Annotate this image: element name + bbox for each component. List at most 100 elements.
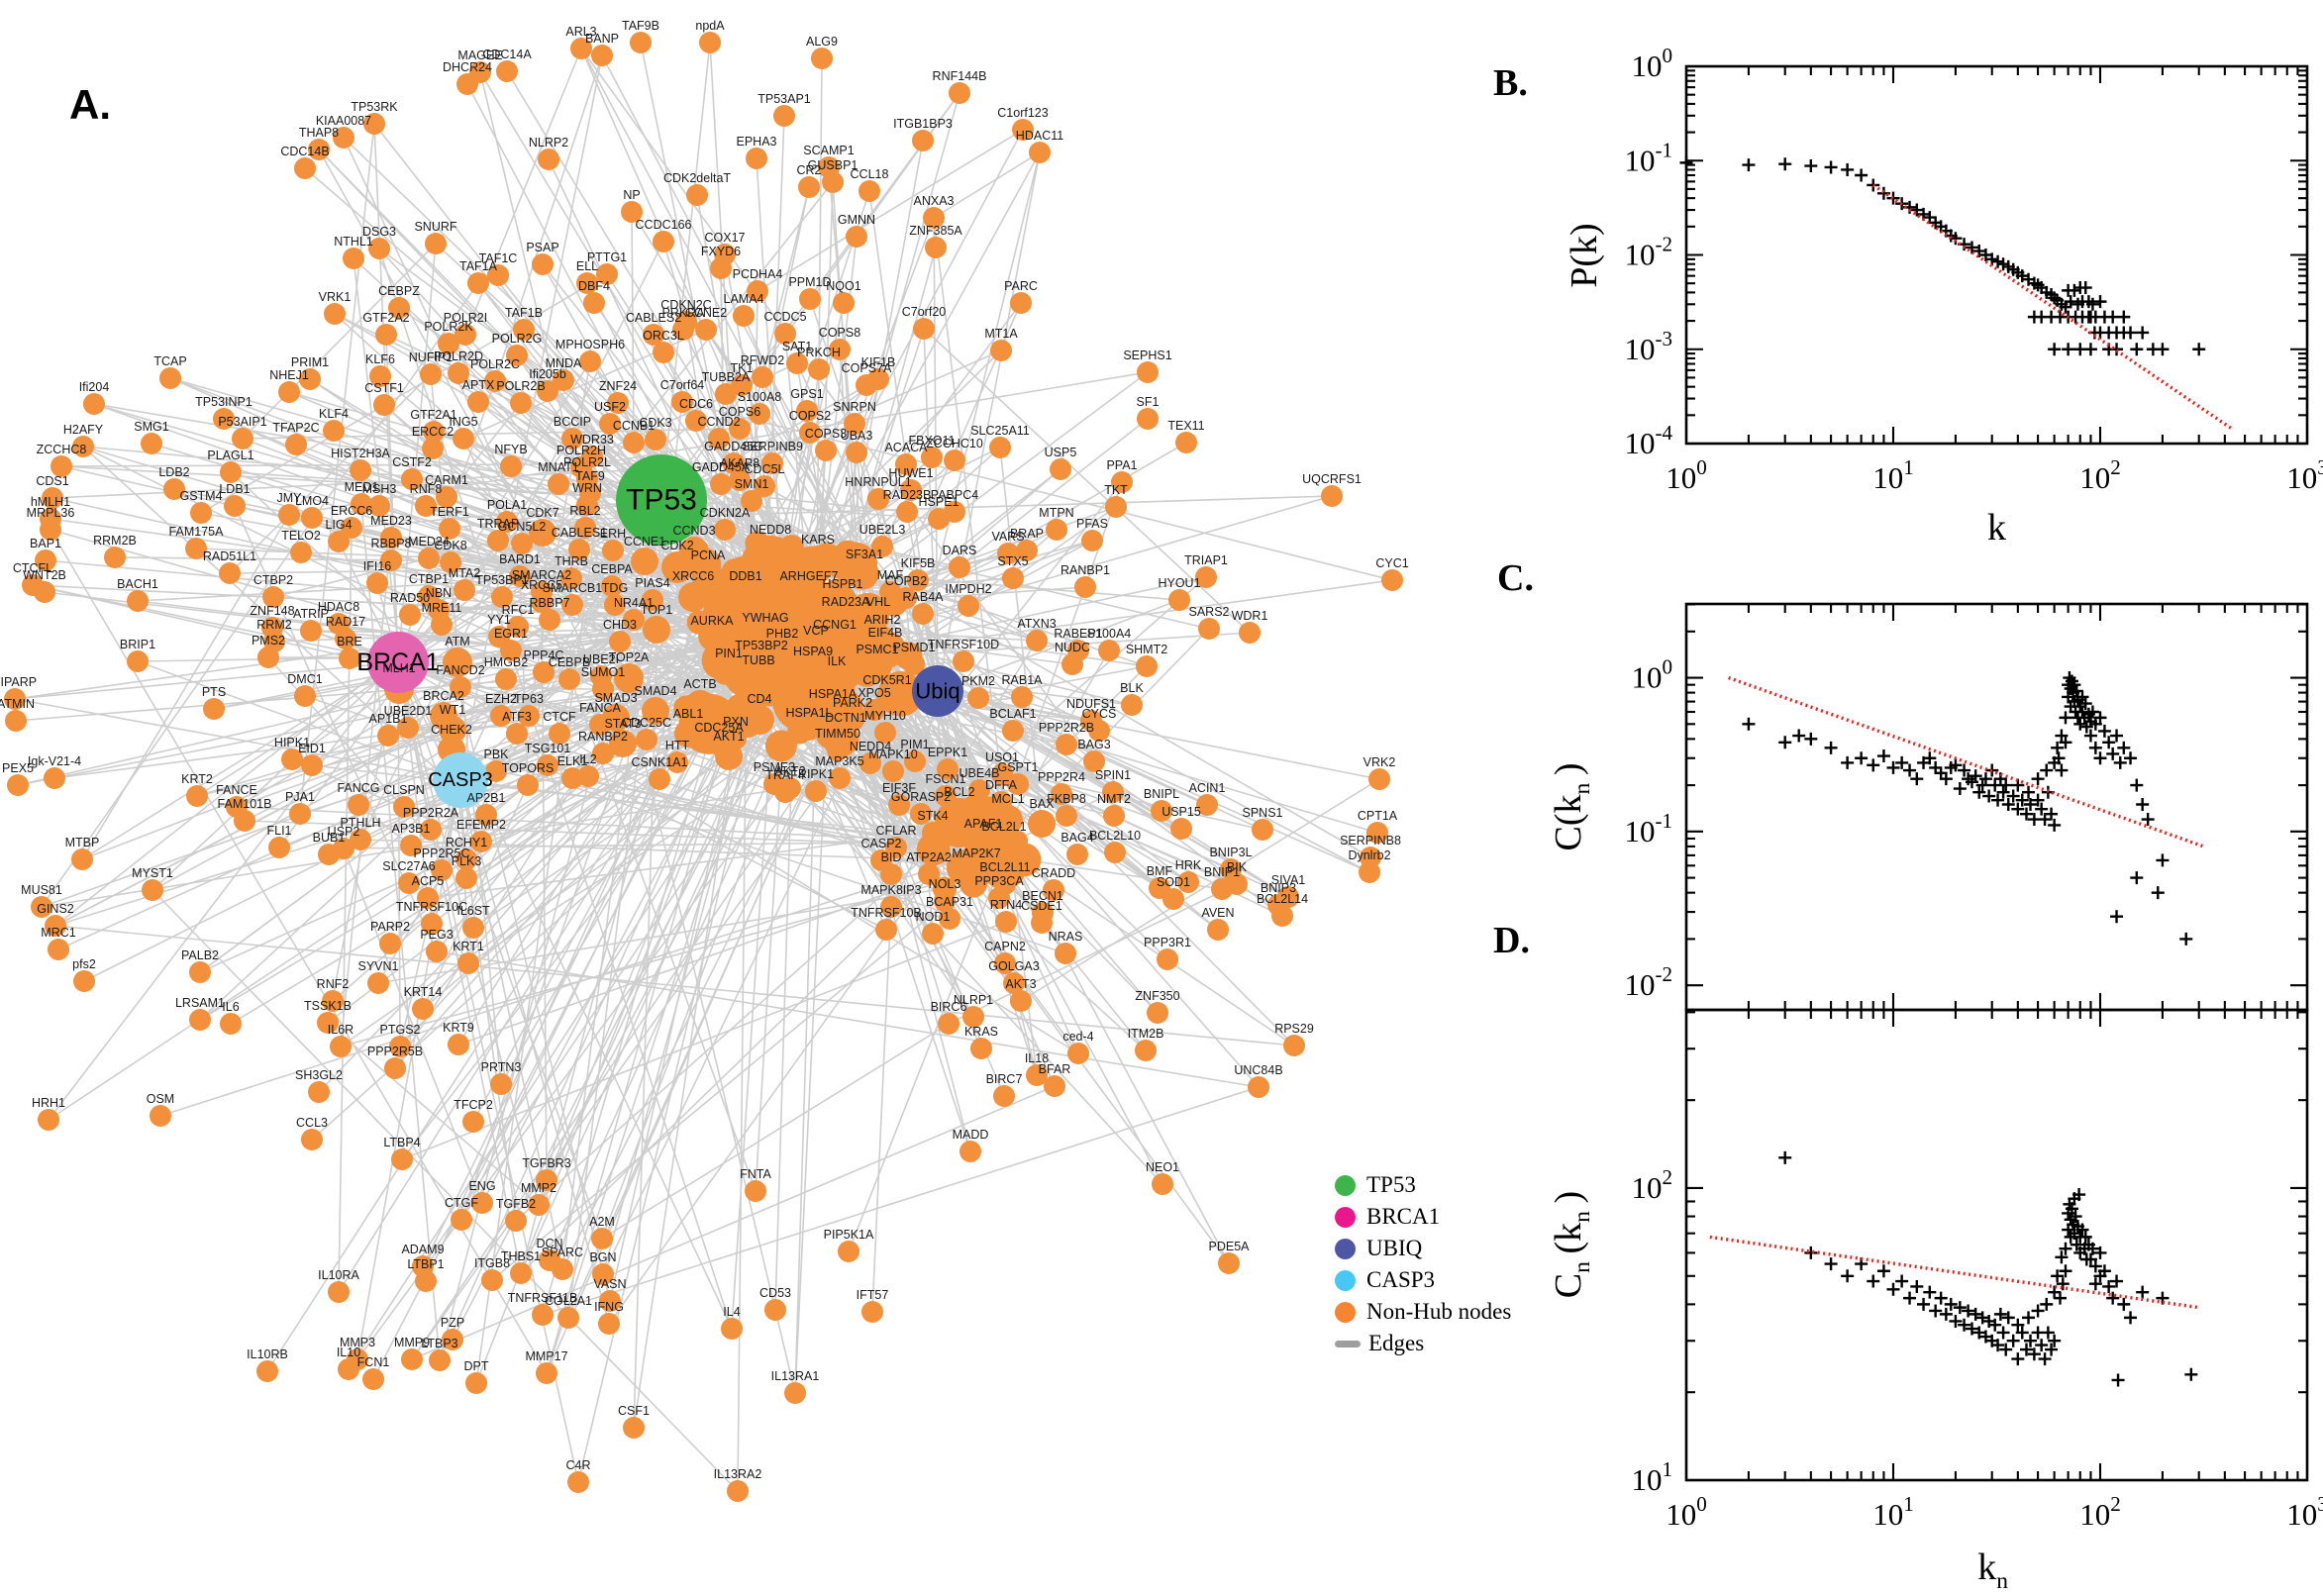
gene-node	[623, 1417, 645, 1439]
gene-label: PIN1	[715, 647, 743, 660]
gene-node	[844, 413, 865, 435]
gene-label: PPP2R2A	[403, 806, 459, 820]
gene-node	[674, 720, 702, 748]
gene-node	[861, 1301, 883, 1323]
gene-node	[1003, 972, 1025, 994]
gene-label: PTTG1	[587, 250, 627, 264]
gene-node	[805, 780, 827, 802]
gene-label: IL10RA	[318, 1268, 359, 1282]
gene-label: WT1	[440, 703, 465, 717]
gene-label: RRM2	[256, 618, 291, 632]
gene-node	[1002, 567, 1024, 589]
hub-label-ubiq: Ubiq	[915, 679, 960, 704]
gene-node	[389, 1036, 411, 1057]
gene-label: TRAF4	[765, 768, 805, 782]
gene-node	[741, 666, 776, 702]
gene-label: CCL3	[296, 1116, 328, 1130]
gene-label: BID	[881, 850, 902, 864]
gene-label: GINS2	[37, 902, 74, 916]
gene-node	[399, 604, 421, 626]
gene-label: EPPK1	[928, 746, 967, 759]
gene-node	[718, 659, 740, 681]
y-axis-label: Cn (kn )	[1548, 1191, 1595, 1298]
gene-node	[532, 1304, 554, 1326]
gene-label: TRRAP	[477, 517, 519, 531]
gene-label: WDR33	[570, 433, 614, 447]
gene-node	[685, 410, 707, 432]
gene-node	[308, 1081, 330, 1103]
gene-node	[328, 1281, 350, 1303]
gene-label: TP53BP1	[475, 573, 529, 587]
tick-label: 100	[1631, 655, 1672, 695]
gene-node	[602, 540, 624, 561]
gene-node	[333, 127, 354, 149]
gene-label: CSDE1	[1021, 899, 1062, 913]
gene-label: HMGB2	[484, 655, 529, 669]
gene-node	[786, 352, 808, 374]
gene-node	[324, 303, 346, 325]
gene-label: CCNE1	[624, 535, 665, 549]
gene-label: NMT2	[1097, 792, 1131, 806]
gene-node	[234, 810, 255, 832]
gene-label: IFNG	[594, 1300, 624, 1314]
gene-node	[475, 804, 497, 826]
gene-node	[822, 700, 844, 722]
gene-label: RPS29	[1274, 1022, 1314, 1036]
gene-node	[190, 502, 212, 524]
gene-node	[536, 1362, 557, 1384]
gene-label: SNURF	[414, 220, 456, 234]
x-axis-label: kn	[1977, 1546, 2015, 1594]
gene-node	[912, 130, 934, 151]
gene-node	[517, 774, 539, 796]
gene-label: ARIH2	[864, 613, 901, 627]
gene-label: CCND2	[697, 415, 740, 429]
gene-label: DSG3	[362, 225, 396, 239]
gene-label: RNF2	[317, 977, 350, 991]
gene-label: BNIPL	[1144, 787, 1179, 801]
gene-label: BFAR	[1039, 1062, 1071, 1076]
gene-node	[506, 723, 528, 745]
gene-node	[393, 796, 415, 818]
gene-label: IL2	[579, 752, 596, 766]
gene-node	[1196, 794, 1218, 816]
gene-node	[448, 1034, 469, 1055]
gene-node	[322, 990, 344, 1012]
gene-node	[729, 418, 751, 440]
gene-node	[560, 567, 582, 589]
gene-label: DFFA	[985, 778, 1018, 792]
gene-label: ING5	[449, 415, 477, 429]
gene-label: KLF4	[319, 407, 349, 421]
gene-node	[653, 342, 674, 363]
gene-node	[189, 961, 211, 983]
gene-node	[496, 60, 518, 82]
gene-label: COPS2	[789, 409, 831, 423]
gene-node	[1271, 905, 1293, 927]
gene-node	[802, 637, 830, 664]
gene-node	[752, 366, 773, 388]
gene-label: ERCC6	[331, 504, 372, 518]
gene-node	[829, 767, 851, 789]
gene-label: NBN	[426, 586, 452, 600]
gene-label: FKBP8	[1047, 792, 1086, 806]
gene-label: PPP4C	[524, 648, 564, 662]
gene-label: GOLGA3	[988, 959, 1039, 973]
gene-node	[278, 504, 300, 526]
gene-label: BIRC7	[986, 1072, 1023, 1086]
gene-label: CTGF	[445, 1196, 478, 1210]
gene-label: BLK	[1120, 681, 1144, 695]
gene-label: BACH1	[117, 577, 158, 591]
gene-label: TP53AP1	[758, 92, 811, 106]
gene-label: NQO1	[826, 279, 860, 293]
gene-label: HUWE1	[888, 466, 933, 480]
gene-node	[599, 413, 621, 435]
gene-label: MT1A	[984, 327, 1018, 341]
gene-node	[1056, 805, 1077, 827]
gene-node	[450, 676, 471, 698]
gene-node	[968, 779, 990, 801]
gene-label: SLC27A6	[382, 859, 436, 873]
tick-label: 101	[1872, 455, 1914, 495]
gene-node	[882, 760, 904, 782]
gene-node	[513, 319, 535, 341]
gene-node	[771, 640, 793, 661]
